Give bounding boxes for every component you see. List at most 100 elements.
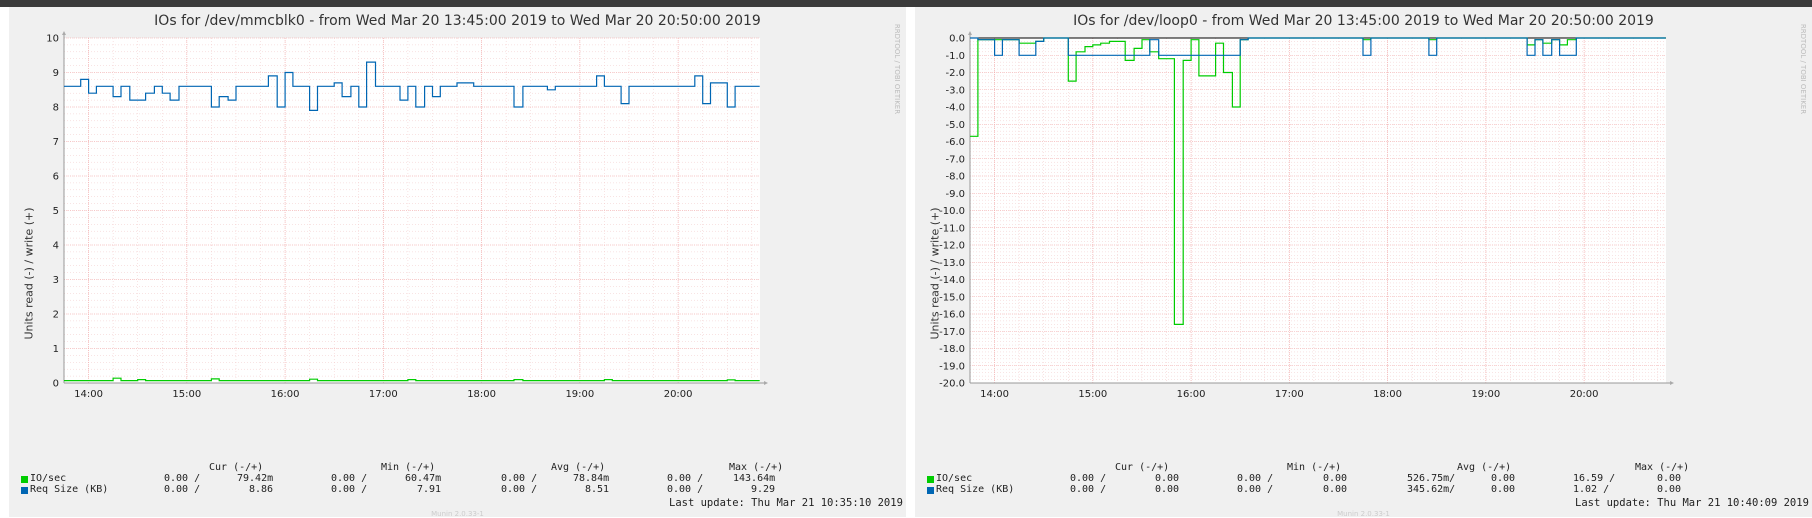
y-tick-label: 0 [53,379,59,390]
legend-value: 0.00 / [1070,484,1107,495]
y-tick-label: -20.0 [939,379,965,390]
series-line [970,37,1666,56]
x-tick-label: 19:00 [565,389,594,400]
munin-version: Munin 2.0.33-1 [1337,510,1390,518]
legend-value: 0.00 [1491,473,1516,484]
legend-value: 1.02 / [1573,484,1610,495]
series-line [64,61,760,111]
x-axis-arrow [764,381,768,385]
x-tick-label: 15:00 [1078,389,1107,400]
y-tick-label: 1 [53,344,59,355]
x-tick-label: 14:00 [74,389,103,400]
y-axis-label: Units read (-) / write (+) [925,177,945,377]
y-tick-label: 6 [53,172,59,183]
legend-value: 0.00 [1657,473,1682,484]
legend-header-max: Max (-/+) [729,462,784,473]
x-tick-label: 18:00 [1373,389,1402,400]
legend-series-name: IO/sec [30,473,67,484]
legend-value: 0.00 / [164,484,201,495]
top-bar [0,0,1812,7]
legend-value: 0.00 / [164,473,201,484]
chart-plot-mmcblk0: 0 1 2 3 4 5 6 7 8 9 10 14:00 15:00 16:00 17:00 18:00 19:… [46,31,768,400]
y-tick-label: -7.0 [945,154,965,165]
legend-value: 79.42m [237,473,274,484]
legend-value: 78.84m [573,473,610,484]
y-tick-label: -16.0 [939,310,965,321]
legend-value: 0.00 [1657,484,1682,495]
legend-value: 0.00 / [1070,473,1107,484]
y-tick-label: -17.0 [939,327,965,338]
chart-title: IOs for /dev/loop0 - from Wed Mar 20 13:… [1073,13,1654,29]
y-tick-label: -18.0 [939,344,965,355]
x-tick-label: 19:00 [1471,389,1500,400]
y-tick-label: -5.0 [945,120,965,131]
x-tick-label: 20:00 [664,389,693,400]
y-tick-label: 4 [53,241,59,252]
legend-value: 7.91 [417,484,442,495]
legend-series-name: Req Size (KB) [936,484,1015,495]
legend-series-name: Req Size (KB) [30,484,109,495]
y-tick-label: 7 [53,137,59,148]
series-line [64,377,760,382]
y-tick-label: 5 [53,206,59,217]
legend-swatch-iosec [21,476,28,483]
last-update: Last update: Thu Mar 21 10:35:10 2019 [669,497,903,509]
legend-value: 0.00 [1323,473,1348,484]
y-tick-label: 9 [53,68,59,79]
legend-value: 526.75m/ [1407,473,1456,484]
graph-mmcblk0: 0 1 2 3 4 5 6 7 8 9 10 14:00 15:00 16:00 17:00 18:00 19:… [9,7,906,518]
y-tick-label: -12.0 [939,241,965,252]
x-tick-label: 17:00 [369,389,398,400]
y-tick-label: -8.0 [945,172,965,183]
legend-swatch-iosec [927,476,934,483]
y-tick-label: -1.0 [945,51,965,62]
y-tick-label: -13.0 [939,258,965,269]
legend-swatch-reqsize [21,487,28,494]
y-tick-label: -6.0 [945,137,965,148]
y-tick-label: -9.0 [945,189,965,200]
x-tick-label: 16:00 [271,389,300,400]
rrdtool-watermark: RRDTOOL / TOBI OETIKER [892,17,904,127]
legend-series-name: IO/sec [936,473,973,484]
legend-value: 0.00 / [1237,473,1274,484]
watermark-text: RRDTOOL / TOBI OETIKER [893,23,901,115]
legend-value: 0.00 / [501,484,538,495]
legend-swatch-reqsize [927,487,934,494]
y-tick-label: -10.0 [939,206,965,217]
legend-value: 0.00 [1491,484,1516,495]
chart-title: IOs for /dev/mmcblk0 - from Wed Mar 20 1… [154,13,761,29]
y-tick-label: -14.0 [939,275,965,286]
legend-row-iosec: IO/sec 0.00 / 79.42m 0.00 / 60.47m 0.00 … [9,473,906,485]
y-tick-label: -2.0 [945,68,965,79]
y-axis-arrow [968,31,972,35]
legend-header-avg: Avg (-/+) [1457,462,1512,473]
legend-header-cur: Cur (-/+) [1115,462,1170,473]
munin-version: Munin 2.0.33-1 [431,510,484,518]
legend-value: 0.00 [1323,484,1348,495]
y-tick-label: -15.0 [939,292,965,303]
legend-value: 9.29 [751,484,776,495]
watermark-text: RRDTOOL / TOBI OETIKER [1799,23,1807,115]
last-update: Last update: Thu Mar 21 10:40:09 2019 [1575,497,1809,509]
legend-row-iosec: IO/sec 0.00 / 0.00 0.00 / 0.00 526.75m/ … [915,473,1812,485]
legend-value: 143.64m [733,473,776,484]
y-tick-label: -3.0 [945,85,965,96]
legend-row-reqsize: Req Size (KB) 0.00 / 8.86 0.00 / 7.91 0.… [9,484,906,496]
x-tick-label: 18:00 [467,389,496,400]
y-tick-label: -11.0 [939,223,965,234]
legend-value: 8.86 [249,484,274,495]
legend-header-avg: Avg (-/+) [551,462,606,473]
legend-header-min: Min (-/+) [381,462,436,473]
y-tick-label: 0.0 [949,34,965,45]
y-tick-label: 10 [46,34,59,45]
legend-value: 345.62m/ [1407,484,1456,495]
y-axis-label-text: Units read (-) / write (+) [22,207,36,340]
x-tick-label: 16:00 [1177,389,1206,400]
x-axis-arrow [1670,381,1674,385]
legend-value: 0.00 / [331,484,368,495]
legend-value: 0.00 / [331,473,368,484]
x-tick-label: 20:00 [1570,389,1599,400]
legend-value: 8.51 [585,484,610,495]
legend-value: 0.00 / [667,484,704,495]
x-tick-label: 14:00 [980,389,1009,400]
